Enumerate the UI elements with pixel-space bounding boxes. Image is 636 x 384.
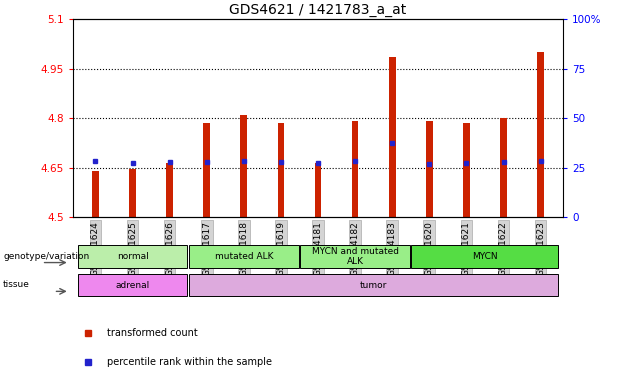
Bar [463,123,470,217]
FancyBboxPatch shape [189,274,558,296]
FancyBboxPatch shape [189,245,299,268]
Text: normal: normal [116,252,148,261]
Title: GDS4621 / 1421783_a_at: GDS4621 / 1421783_a_at [230,3,406,17]
Text: MYCN and mutated
ALK: MYCN and mutated ALK [312,247,399,266]
Bar [240,115,247,217]
Text: tissue: tissue [3,280,30,290]
FancyBboxPatch shape [78,274,188,296]
Bar [352,121,359,217]
Text: genotype/variation: genotype/variation [3,252,90,261]
Bar [166,162,173,217]
FancyBboxPatch shape [411,245,558,268]
Text: percentile rank within the sample: percentile rank within the sample [107,357,272,367]
FancyBboxPatch shape [300,245,410,268]
Text: transformed count: transformed count [107,328,198,338]
Bar [277,123,284,217]
Text: mutated ALK: mutated ALK [214,252,273,261]
Bar [92,171,99,217]
Bar [129,169,136,217]
Bar [537,52,544,217]
Bar [315,162,321,217]
Bar [426,121,432,217]
Bar [204,123,210,217]
FancyBboxPatch shape [78,245,188,268]
Text: adrenal: adrenal [115,281,149,290]
Text: tumor: tumor [360,281,387,290]
Bar [500,118,507,217]
Bar [389,57,396,217]
Text: MYCN: MYCN [472,252,498,261]
